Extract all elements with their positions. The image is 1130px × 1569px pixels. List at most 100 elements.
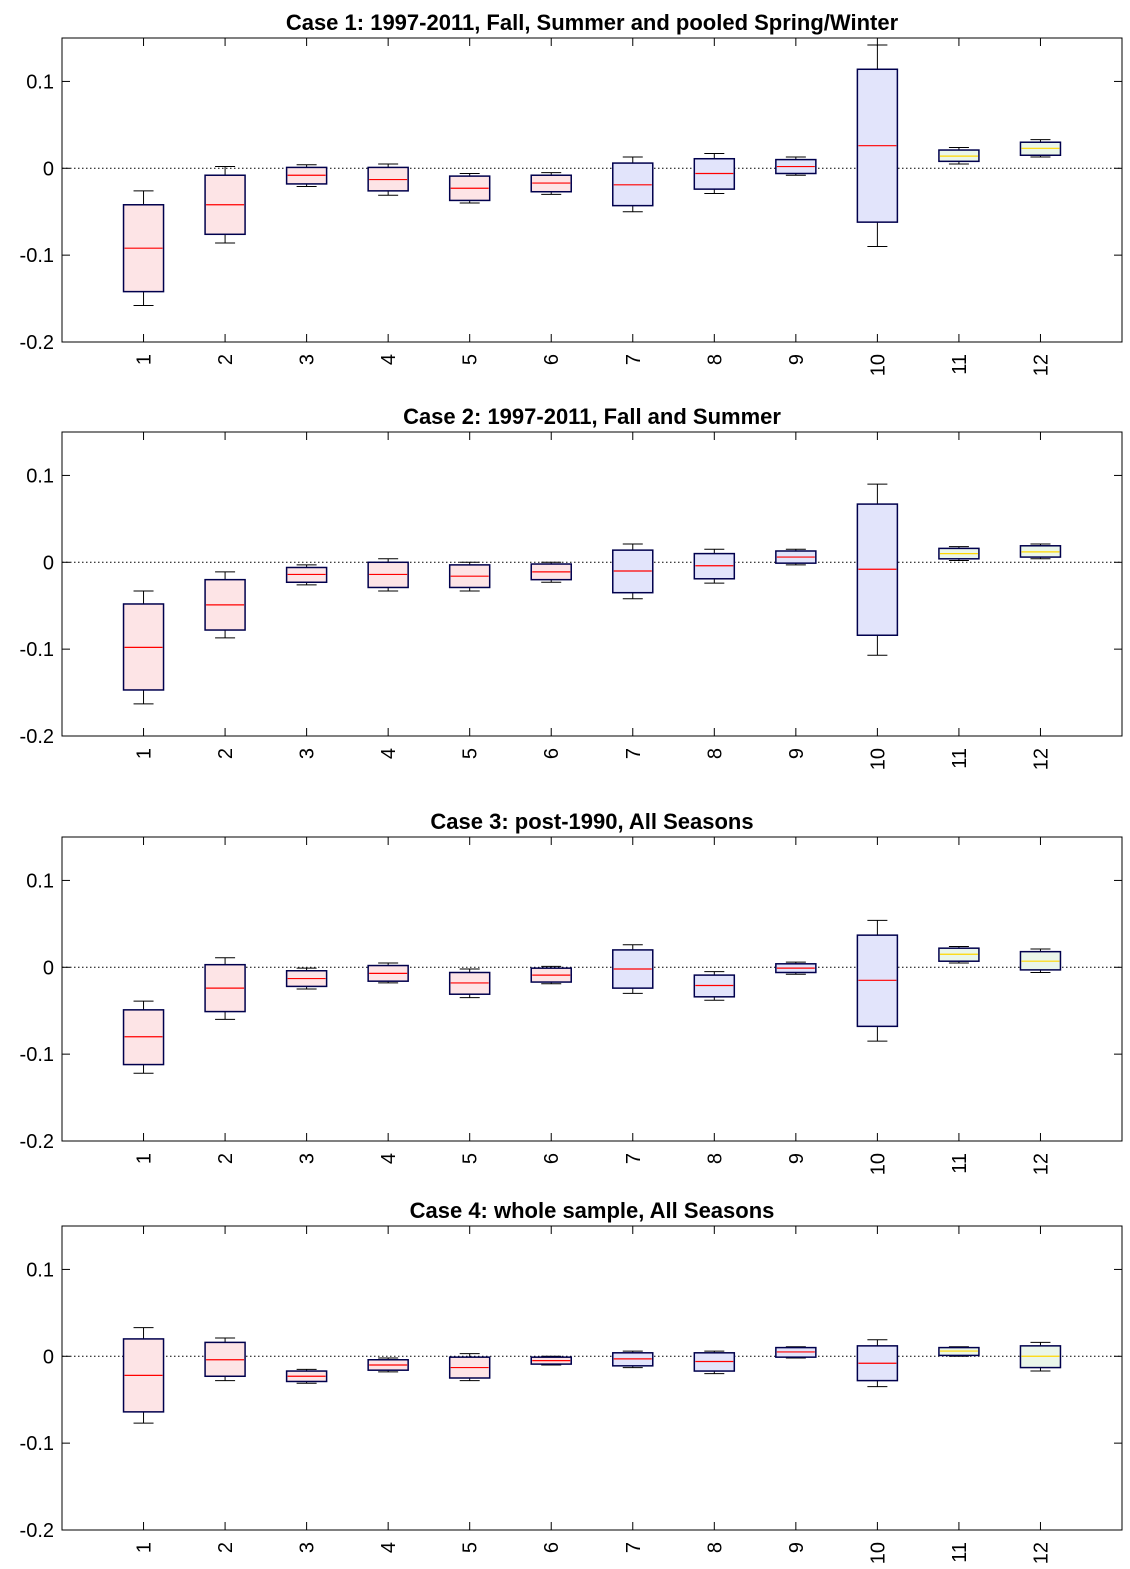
y-tick-label: 0.1 <box>26 465 54 487</box>
box-11 <box>938 546 980 562</box>
box-10 <box>856 44 899 247</box>
box-11 <box>938 945 980 964</box>
y-tick-label: 0.1 <box>26 870 54 892</box>
x-tick-label: 8 <box>704 748 726 759</box>
y-tick-label: 0.1 <box>26 1259 54 1281</box>
box-7 <box>612 156 654 213</box>
x-tick-label: 10 <box>867 748 889 770</box>
box-10 <box>856 919 899 1042</box>
x-tick-label: 12 <box>1030 1153 1052 1175</box>
box-2 <box>204 957 246 1020</box>
x-tick-label: 11 <box>949 748 971 769</box>
x-tick-label: 5 <box>460 354 482 365</box>
x-tick-label: 4 <box>378 1153 400 1164</box>
box-5 <box>448 561 491 592</box>
x-tick-label: 1 <box>134 1542 156 1553</box>
x-tick-label: 9 <box>786 354 808 365</box>
axes-frame <box>61 836 1123 1142</box>
x-tick-label: 4 <box>378 748 400 759</box>
axes-frame <box>61 1225 1123 1531</box>
y-tick-label: -0.2 <box>20 1131 54 1153</box>
x-tick-label: 9 <box>786 748 808 759</box>
box-8 <box>693 548 736 584</box>
boxplot-panel-4: Case 4: whole sample, All Seasons 0.1 0 -0.… <box>20 1198 1123 1564</box>
y-tick-label: -0.1 <box>20 245 54 267</box>
panel-title: Case 1: 1997-2011, Fall, Summer and pool… <box>286 10 899 35</box>
box-7 <box>612 944 654 994</box>
x-tick-label: 10 <box>867 354 889 376</box>
box-9 <box>775 548 817 566</box>
box-2 <box>204 1337 246 1382</box>
x-tick-label: 9 <box>786 1153 808 1164</box>
x-tick-label: 8 <box>704 1153 726 1164</box>
x-tick-label: 9 <box>786 1542 808 1553</box>
boxplot-panel-2: Case 2: 1997-2011, Fall and Summer 0.1 0 -0… <box>20 404 1123 770</box>
axes-frame <box>61 37 1123 343</box>
box-6 <box>530 1355 572 1366</box>
box-12 <box>1019 948 1062 973</box>
y-tick-label: 0 <box>43 957 54 979</box>
box-8 <box>693 153 736 194</box>
box-11 <box>938 146 980 165</box>
x-tick-label: 12 <box>1030 354 1052 376</box>
box-12 <box>1019 1341 1062 1372</box>
y-tick-label: -0.1 <box>20 639 54 661</box>
box-4 <box>367 962 409 984</box>
x-tick-label: 6 <box>541 1153 563 1164</box>
panel-title: Case 4: whole sample, All Seasons <box>410 1198 775 1223</box>
x-tick-label: 8 <box>704 354 726 365</box>
x-tick-label: 6 <box>541 354 563 365</box>
x-tick-label: 12 <box>1030 748 1052 770</box>
x-tick-label: 11 <box>949 354 971 375</box>
box-12 <box>1019 139 1062 158</box>
x-tick-label: 10 <box>867 1153 889 1175</box>
x-tick-label: 6 <box>541 1542 563 1553</box>
box-1 <box>122 1000 165 1074</box>
box-9 <box>775 1346 817 1359</box>
box-1 <box>122 590 165 705</box>
box-9 <box>775 961 817 975</box>
x-tick-label: 1 <box>134 1153 156 1164</box>
y-tick-label: -0.2 <box>20 1520 54 1542</box>
box-2 <box>204 571 246 639</box>
boxplot-panel-1: Case 1: 1997-2011, Fall, Summer and pool… <box>20 10 1123 376</box>
x-tick-label: 7 <box>623 748 645 759</box>
box-8 <box>693 971 736 1001</box>
x-tick-label: 8 <box>704 1542 726 1553</box>
box-10 <box>856 1339 899 1388</box>
y-tick-label: 0 <box>43 1346 54 1368</box>
x-tick-label: 3 <box>297 1542 319 1553</box>
x-tick-label: 10 <box>867 1542 889 1564</box>
y-tick-label: 0.1 <box>26 71 54 93</box>
x-tick-label: 3 <box>297 748 319 759</box>
box-5 <box>448 172 491 204</box>
box-9 <box>775 156 817 176</box>
x-tick-label: 2 <box>215 354 237 365</box>
x-tick-label: 7 <box>623 354 645 365</box>
axes-frame <box>61 431 1123 737</box>
box-7 <box>612 1350 654 1369</box>
x-tick-label: 5 <box>460 1153 482 1164</box>
x-tick-label: 7 <box>623 1153 645 1164</box>
x-tick-label: 2 <box>215 1153 237 1164</box>
box-3 <box>285 564 328 586</box>
box-2 <box>204 166 246 244</box>
box-4 <box>367 1357 409 1373</box>
x-tick-label: 5 <box>460 748 482 759</box>
x-tick-label: 7 <box>623 1542 645 1553</box>
x-tick-label: 6 <box>541 748 563 759</box>
y-tick-label: -0.1 <box>20 1433 54 1455</box>
box-3 <box>285 164 328 188</box>
boxplot-panel-3: Case 3: post-1990, All Seasons 0.1 0 -0.1 -0… <box>20 809 1123 1175</box>
x-tick-label: 3 <box>297 354 319 365</box>
panel-title: Case 2: 1997-2011, Fall and Summer <box>403 404 781 429</box>
x-tick-label: 2 <box>215 748 237 759</box>
x-tick-label: 11 <box>949 1153 971 1174</box>
box-6 <box>530 965 572 985</box>
box-10 <box>856 483 899 656</box>
box-4 <box>367 558 409 592</box>
x-tick-label: 2 <box>215 1542 237 1553</box>
box-3 <box>285 967 328 990</box>
